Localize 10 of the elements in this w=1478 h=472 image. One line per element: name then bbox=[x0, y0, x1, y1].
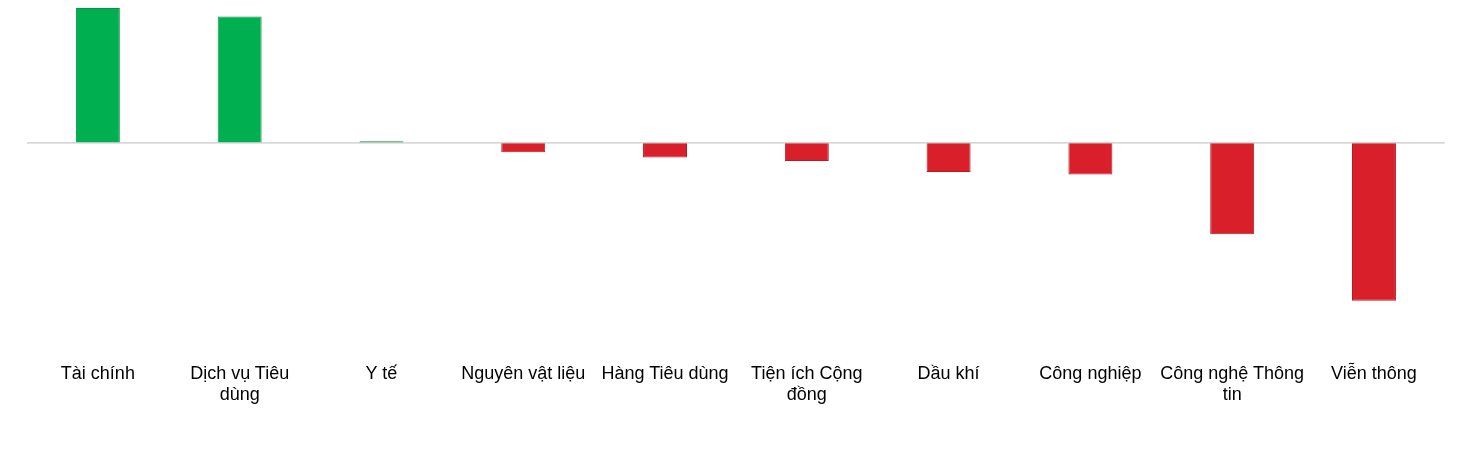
x-tick-label: Tài chính bbox=[60, 362, 135, 383]
x-tick-label: Y tế bbox=[365, 362, 398, 383]
x-tick-label: Công nghiệp bbox=[1039, 362, 1142, 383]
x-tick-label: Nguyên vật liệu bbox=[461, 362, 586, 383]
x-tick-label: Dầu khí bbox=[917, 362, 980, 383]
x-tick-label: Hàng Tiêu dùng bbox=[601, 362, 729, 383]
x-tick-label: Dịch vụ Tiêu dùng bbox=[190, 362, 290, 405]
x-tick-label: Tiện ích Cộng đồng bbox=[751, 362, 863, 405]
x-tick-label: Viễn thông bbox=[1331, 361, 1417, 383]
x-tick-label: Công nghệ Thông tin bbox=[1160, 362, 1305, 405]
